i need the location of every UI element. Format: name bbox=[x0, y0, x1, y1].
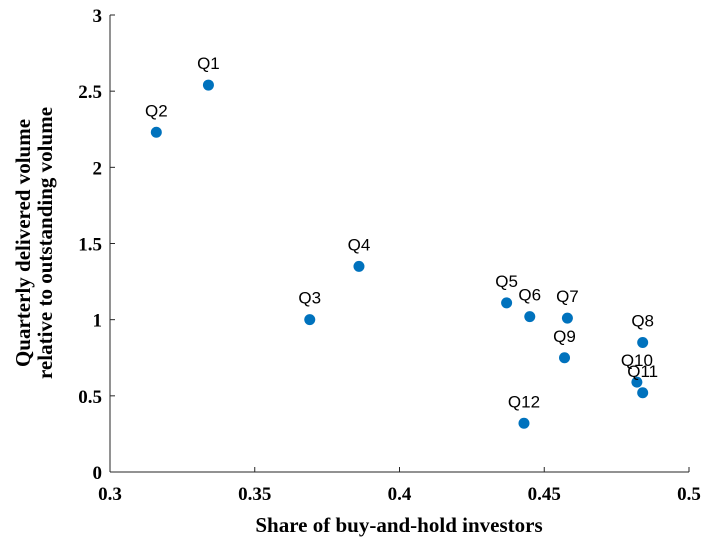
point-label: Q4 bbox=[348, 235, 371, 254]
point-label: Q6 bbox=[518, 286, 541, 305]
y-tick-label: 3 bbox=[93, 6, 103, 27]
point bbox=[353, 260, 365, 272]
point-label: Q5 bbox=[495, 272, 518, 291]
y-tick-label: 2 bbox=[93, 158, 103, 179]
y-tick-label: 1.5 bbox=[78, 235, 102, 256]
y-tick-label: 0 bbox=[93, 463, 103, 484]
point-label: Q7 bbox=[556, 287, 579, 306]
point-label: Q10 bbox=[621, 351, 653, 370]
point-label: Q3 bbox=[298, 289, 321, 308]
point-label: Q2 bbox=[145, 101, 168, 120]
point-label: Q9 bbox=[553, 327, 576, 346]
x-tick-label: 0.3 bbox=[98, 484, 122, 505]
y-axis-title: Quarterly delivered volume relative to o… bbox=[11, 107, 57, 379]
x-tick-label: 0.5 bbox=[677, 484, 701, 505]
point bbox=[631, 376, 643, 388]
point bbox=[637, 387, 649, 399]
x-axis-title: Share of buy-and-hold investors bbox=[255, 513, 542, 537]
y-tick-label: 0.5 bbox=[78, 387, 102, 408]
point-label: Q11 bbox=[627, 362, 658, 381]
y-tick-label: 2.5 bbox=[78, 82, 102, 103]
x-tick-label: 0.4 bbox=[388, 484, 412, 505]
point bbox=[559, 352, 571, 364]
x-tick-label: 0.35 bbox=[238, 484, 271, 505]
point bbox=[637, 337, 649, 349]
point bbox=[501, 297, 513, 309]
point bbox=[518, 417, 530, 429]
y-axis-title-line: Quarterly delivered volume bbox=[11, 119, 35, 367]
point-label: Q8 bbox=[631, 312, 654, 331]
point-label: Q1 bbox=[197, 54, 220, 73]
point bbox=[150, 126, 162, 138]
y-axis-title-line: relative to outstanding volume bbox=[33, 107, 57, 379]
point bbox=[202, 79, 214, 91]
point bbox=[524, 311, 536, 323]
x-tick-label: 0.45 bbox=[528, 484, 561, 505]
point-label: Q12 bbox=[508, 392, 540, 411]
point bbox=[304, 314, 316, 326]
y-tick-label: 1 bbox=[93, 311, 103, 332]
point bbox=[561, 312, 573, 324]
